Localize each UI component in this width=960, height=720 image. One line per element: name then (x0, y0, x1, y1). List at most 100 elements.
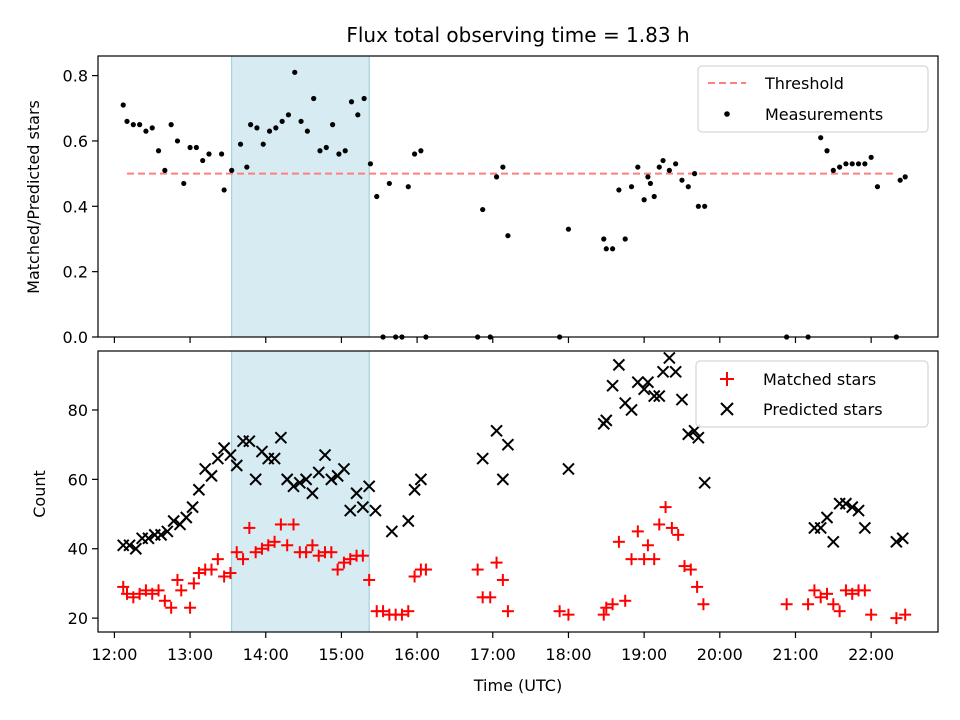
predicted-star-point (356, 500, 370, 514)
predicted-star-point (663, 351, 676, 365)
predicted-star-mark-b (224, 448, 237, 462)
predicted-star-point (142, 532, 155, 545)
matched-star-point (184, 601, 197, 614)
predicted-star-mark-b (287, 480, 300, 493)
highlight-span (231, 350, 370, 633)
count-legend-box (695, 360, 929, 428)
predicted-star-mark-b (631, 376, 645, 389)
predicted-star-mark-b (408, 483, 421, 496)
predicted-star-point (682, 428, 695, 441)
measurement-point (411, 151, 418, 157)
matched-star-point (858, 584, 871, 597)
x-axis-label: Time (UTC) (473, 676, 562, 695)
measurement-point (849, 161, 855, 167)
predicted-star-point (249, 473, 262, 486)
x-tick-label: 20:00 (697, 645, 743, 664)
measurement-point (874, 184, 881, 190)
predicted-star-point (362, 480, 376, 493)
predicted-star-point (402, 514, 415, 528)
measurement-point (193, 144, 199, 151)
matched-star-point (281, 539, 294, 552)
predicted-star-point (306, 487, 319, 500)
x-tick-label: 21:00 (772, 645, 818, 664)
x-tick-label: 22:00 (848, 645, 894, 664)
matched-star-point (821, 587, 834, 600)
ratio-legend: Threshold Measurements (697, 65, 929, 133)
predicted-star-point (496, 473, 510, 486)
measurement-point (174, 138, 181, 144)
predicted-star-point (161, 525, 174, 538)
measurement-point (651, 193, 657, 200)
predicted-star-point (698, 476, 711, 490)
measurement-point (666, 167, 672, 173)
predicted-star-point (350, 487, 363, 500)
matched-legend-label: Matched stars (763, 370, 876, 389)
predicted-star-mark-b (814, 521, 827, 535)
matched-star-point (839, 584, 852, 597)
count-x-ticks: 12:00 13:00 14:00 15:00 16:00 17:00 18:00 19:00… (91, 632, 894, 664)
predicted-star-mark-b (167, 514, 180, 528)
measurement-point (149, 125, 155, 131)
matched-star-point (619, 594, 632, 607)
matched-star-point (833, 605, 846, 618)
predicted-legend-swatch (720, 402, 734, 416)
predicted-star-mark-b (129, 542, 143, 555)
predicted-star-mark-b (249, 473, 262, 486)
predicted-star-mark-b (858, 521, 872, 535)
matched-star-point (249, 546, 262, 559)
x-tick-label: 18:00 (545, 645, 591, 664)
highlight-span (231, 55, 370, 338)
predicted-star-point (656, 365, 670, 379)
matched-star-point (127, 591, 140, 604)
measurement-point (673, 161, 679, 167)
matched-star-point (659, 501, 672, 514)
predicted-star-mark-b (123, 539, 136, 552)
measurement-point (418, 148, 424, 154)
predicted-star-mark-b (299, 473, 313, 486)
predicted-star-mark-b (675, 393, 689, 406)
predicted-star-point (318, 448, 332, 462)
predicted-star-point (669, 365, 682, 379)
predicted-legend-label: Predicted stars (763, 400, 883, 419)
measurement-point (480, 206, 486, 213)
measurement-point (336, 151, 342, 157)
measurement-point (843, 161, 849, 167)
predicted-star-point (501, 438, 515, 451)
predicted-star-mark-b (490, 424, 503, 437)
predicted-star-point (344, 504, 357, 517)
matched-star-point (484, 591, 497, 604)
matched-star-point (408, 570, 421, 583)
measurement-point (254, 125, 260, 131)
measurement-point (837, 164, 843, 170)
predicted-star-point (606, 379, 619, 392)
predicted-star-mark-b (356, 500, 370, 514)
matched-star-point (899, 608, 912, 621)
measurement-point (361, 95, 367, 102)
ratio-legend-box (697, 65, 929, 133)
measurement-point (641, 197, 647, 203)
matched-star-point (697, 598, 710, 611)
matched-star-point (653, 518, 666, 531)
measurement-point (162, 167, 168, 173)
measurement-point (405, 184, 411, 190)
measurement-point (622, 236, 628, 242)
predicted-star-mark-b (852, 504, 865, 517)
matched-star-point (638, 553, 651, 566)
chart-title: Flux total observing time = 1.83 h (346, 23, 689, 47)
matched-star-point (395, 608, 408, 621)
predicted-star-point (839, 497, 853, 510)
predicted-star-mark-b (362, 480, 376, 493)
predicted-star-point (180, 511, 193, 524)
highlight-span-rect (231, 350, 370, 633)
predicted-star-mark-b (669, 365, 682, 379)
matched-star-point (501, 605, 514, 618)
predicted-star-mark-b (142, 532, 155, 545)
measurement-point (616, 187, 622, 193)
predicted-star-mark-b (350, 487, 363, 500)
matched-star-point (691, 580, 704, 593)
measurement-point (329, 122, 336, 128)
predicted-star-point (600, 414, 613, 427)
y-tick-label: 20 (68, 609, 88, 628)
predicted-stars-points (117, 351, 909, 555)
